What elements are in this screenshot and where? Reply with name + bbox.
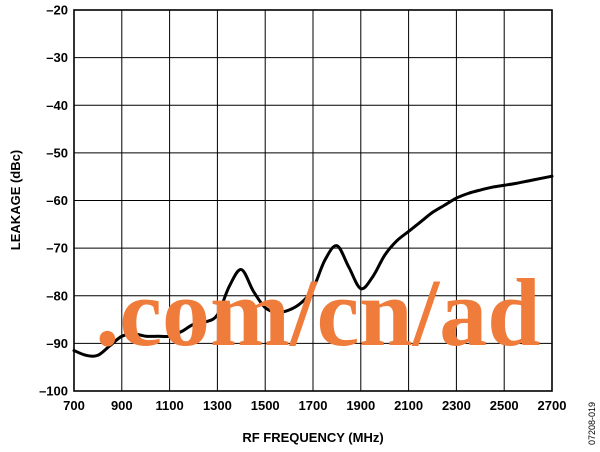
x-axis-title: RF FREQUENCY (MHz) — [242, 430, 383, 445]
plot-frame — [73, 9, 553, 392]
y-tick-label: –100 — [39, 384, 68, 399]
x-tick-label: 2500 — [490, 398, 519, 413]
y-tick-label: –90 — [46, 336, 68, 351]
x-axis-ticks: 700 900 1100 1300 1500 1700 1900 2100 2300 2500 27… — [63, 398, 566, 413]
y-axis-ticks: –20 –30 –40 –50 –60 –70 –80 –90 –100 — [39, 3, 68, 399]
series — [72, 174, 554, 358]
x-tick-label: 1100 — [155, 398, 183, 413]
x-tick-label: 1300 — [203, 398, 232, 413]
y-tick-label: –50 — [46, 145, 68, 160]
x-tick-label: 2300 — [442, 398, 471, 413]
y-tick-label: –80 — [46, 288, 68, 303]
x-tick-label: 700 — [63, 398, 85, 413]
y-tick-label: –70 — [46, 241, 68, 256]
x-tick-label: 1900 — [346, 398, 375, 413]
x-tick-label: 2100 — [394, 398, 423, 413]
watermark-text: .com/cn/ad — [95, 259, 540, 366]
y-tick-label: –20 — [46, 3, 68, 18]
y-tick-label: –60 — [46, 193, 68, 208]
x-tick-label: 1700 — [299, 398, 328, 413]
series-line-0 — [72, 174, 554, 358]
y-axis-title: LEAKAGE (dBc) — [8, 150, 23, 250]
y-tick-label: –30 — [46, 50, 68, 65]
x-tick-label: 900 — [111, 398, 133, 413]
x-tick-label: 1500 — [251, 398, 280, 413]
figure-id-label: 07208-019 — [587, 402, 597, 445]
x-tick-label: 2700 — [538, 398, 567, 413]
y-tick-label: –40 — [46, 98, 68, 113]
